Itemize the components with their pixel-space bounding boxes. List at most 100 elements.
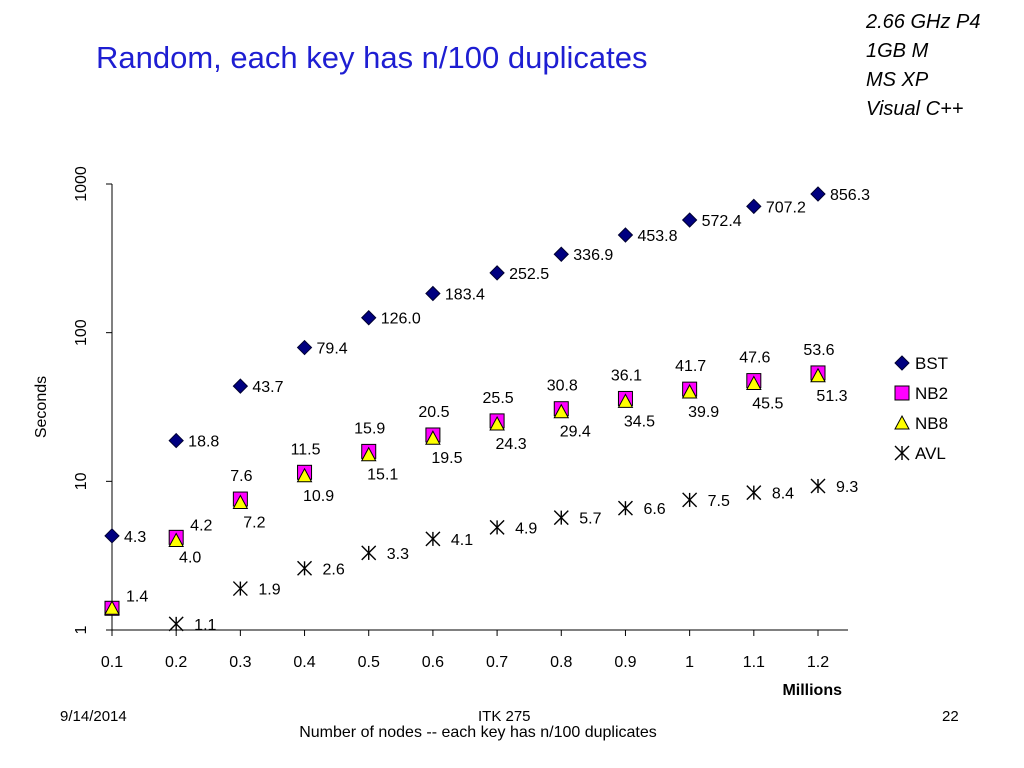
avl-point <box>489 519 505 535</box>
bst-data-label: 43.7 <box>252 379 283 396</box>
footer-page-number: 22 <box>942 708 959 725</box>
bst-data-label: 126.0 <box>381 311 421 328</box>
x-tick-label: 0.6 <box>422 654 444 671</box>
nb2-data-label: 41.7 <box>675 358 706 375</box>
y-tick-label: 1000 <box>73 166 90 202</box>
nb8-point <box>489 415 505 431</box>
nb2-data-label: 11.5 <box>291 441 321 458</box>
nb8-data-label: 24.3 <box>496 436 527 453</box>
y-axis-title: Seconds <box>33 376 50 438</box>
avl-data-label: 9.3 <box>836 479 858 496</box>
bst-data-label: 707.2 <box>766 199 806 216</box>
nb8-point <box>296 467 313 483</box>
x-tick-label: 1.1 <box>743 654 765 671</box>
x-tick-label: 0.7 <box>486 654 508 671</box>
nb8-data-label: 39.9 <box>688 404 719 421</box>
nb8-point <box>553 403 570 419</box>
nb2-data-label: 53.6 <box>803 342 834 359</box>
avl-point <box>425 531 441 547</box>
nb2-data-label: 30.8 <box>547 378 578 395</box>
avl-data-label: 5.7 <box>579 511 601 528</box>
bst-data-label: 79.4 <box>317 341 348 358</box>
nb2-data-label: 7.6 <box>230 468 252 485</box>
nb8-point <box>232 494 249 510</box>
bst-point <box>553 246 569 262</box>
avl-data-label: 4.1 <box>451 532 473 549</box>
x-tick-label: 0.9 <box>614 654 636 671</box>
spec-compiler: Visual C++ <box>866 98 964 120</box>
x-tick-label: 0.3 <box>229 654 251 671</box>
nb2-data-label: 47.6 <box>739 350 770 367</box>
nb8-point <box>425 430 441 445</box>
bst-point <box>810 186 826 202</box>
legend-avl-marker <box>894 445 910 461</box>
nb8-point <box>104 600 120 615</box>
y-tick-label: 10 <box>73 472 90 490</box>
y-tick-label: 1 <box>73 625 90 634</box>
legend-nb2-marker <box>894 385 910 401</box>
avl-point <box>553 510 569 526</box>
legend-nb8-marker <box>894 414 910 430</box>
nb2-data-label: 25.5 <box>483 390 514 407</box>
spec-os: MS XP <box>866 69 929 91</box>
bst-data-label: 856.3 <box>830 187 870 204</box>
bst-point <box>232 378 249 394</box>
footer-date: 9/14/2014 <box>60 708 127 725</box>
x-tick-label: 0.4 <box>293 654 315 671</box>
avl-data-label: 4.9 <box>515 520 537 537</box>
nb8-data-label: 4.0 <box>179 549 201 566</box>
nb8-data-label: 34.5 <box>624 413 655 430</box>
avl-point <box>232 581 248 597</box>
nb8-data-label: 10.9 <box>303 488 334 505</box>
bst-point <box>746 198 762 215</box>
legend-nb2-label: NB2 <box>915 384 948 403</box>
legend-bst-label: BST <box>915 354 948 373</box>
legend-nb8-label: NB8 <box>915 414 948 433</box>
spec-memory: 1GB M <box>866 40 929 62</box>
bst-point <box>361 310 377 326</box>
nb8-data-label: 29.4 <box>560 424 591 441</box>
bst-point <box>617 227 634 243</box>
system-specs: 2.66 GHz P4 1GB M MS XP Visual C++ <box>866 8 981 124</box>
bst-data-label: 336.9 <box>573 247 613 264</box>
avl-data-label: 1.1 <box>194 617 216 634</box>
avl-point <box>168 616 184 632</box>
bst-point <box>296 339 313 356</box>
nb8-point <box>168 532 185 547</box>
legend-bst-marker <box>894 355 910 371</box>
bst-point <box>168 432 184 449</box>
nb8-point <box>360 446 377 462</box>
avl-point <box>617 500 633 516</box>
footer-course: ITK 275 <box>478 708 531 725</box>
bst-data-label: 572.4 <box>702 213 742 230</box>
avl-data-label: 2.6 <box>323 561 345 578</box>
y-tick-label: 100 <box>73 319 90 346</box>
spec-cpu: 2.66 GHz P4 <box>866 11 981 33</box>
nb8-point <box>810 367 826 383</box>
x-tick-label: 1 <box>685 654 694 671</box>
nb8-data-label: 7.2 <box>243 515 265 532</box>
bst-data-label: 453.8 <box>637 228 677 245</box>
bst-data-label: 183.4 <box>445 287 485 304</box>
avl-point <box>297 560 313 576</box>
bst-point <box>681 212 698 228</box>
slide-title: Random, each key has n/100 duplicates <box>96 40 648 75</box>
nb8-data-label: 19.5 <box>431 450 462 467</box>
bst-point <box>104 528 120 544</box>
bst-data-label: 252.5 <box>509 266 549 283</box>
avl-point <box>746 485 762 501</box>
nb2-data-label: 36.1 <box>611 367 642 384</box>
avl-point <box>810 478 826 494</box>
nb2-data-label: 15.9 <box>354 420 385 437</box>
x-tick-label: 0.2 <box>165 654 187 671</box>
avl-data-label: 3.3 <box>387 546 409 563</box>
nb2-data-label: 4.2 <box>190 517 212 534</box>
avl-data-label: 6.6 <box>643 501 665 518</box>
avl-point <box>682 492 698 508</box>
x-tick-label: 1.2 <box>807 654 829 671</box>
nb8-point <box>617 393 634 408</box>
nb2-data-label: 1.4 <box>126 588 148 605</box>
nb8-data-label: 51.3 <box>816 388 847 405</box>
avl-point <box>361 545 377 561</box>
